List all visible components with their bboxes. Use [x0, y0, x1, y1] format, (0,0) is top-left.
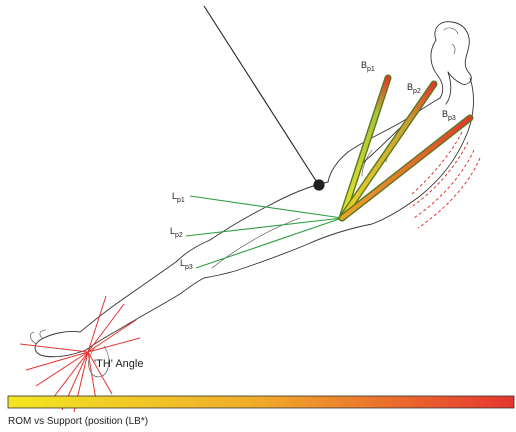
back-support-dashes	[409, 131, 481, 229]
th-angle-fan	[19, 295, 141, 413]
bar-bp2-inner	[339, 81, 437, 221]
torso-bars	[338, 74, 474, 222]
rom-support-scale-bar	[7, 395, 515, 409]
head-outline	[434, 21, 472, 85]
label-bp2: Bp2	[407, 82, 421, 95]
shin-top-outline	[79, 261, 177, 333]
knee-outline	[175, 239, 211, 295]
label-th-angle: 'TH' Angle	[94, 358, 143, 370]
arm-outline	[430, 39, 452, 105]
lever-line-lp1	[189, 195, 343, 219]
bar-bp1-inner	[339, 75, 391, 221]
bar-bp3-inner	[339, 115, 473, 221]
label-lp3: Lp3	[180, 258, 193, 271]
hair-outline	[443, 27, 459, 55]
near-leg-outline	[211, 217, 301, 269]
support-cable	[203, 5, 319, 185]
label-lp1: Lp1	[172, 191, 185, 204]
chest-outline	[327, 97, 441, 183]
back-outline	[371, 77, 474, 225]
human-figure-outline	[30, 21, 474, 378]
lever-lines	[185, 195, 343, 269]
label-bp1: Bp1	[361, 60, 375, 73]
lever-line-lp2	[185, 217, 343, 237]
thigh-bottom-outline	[203, 223, 373, 279]
pivot-icon	[313, 179, 325, 191]
label-bp3: Bp3	[442, 109, 456, 122]
toes-outline	[30, 329, 47, 345]
lever-line-lp3	[195, 217, 343, 269]
thigh-top-outline	[209, 181, 329, 241]
label-lp2: Lp2	[170, 226, 183, 239]
foot-outline	[34, 331, 87, 358]
scale-caption: ROM vs Support (position (LB*)	[8, 416, 148, 427]
